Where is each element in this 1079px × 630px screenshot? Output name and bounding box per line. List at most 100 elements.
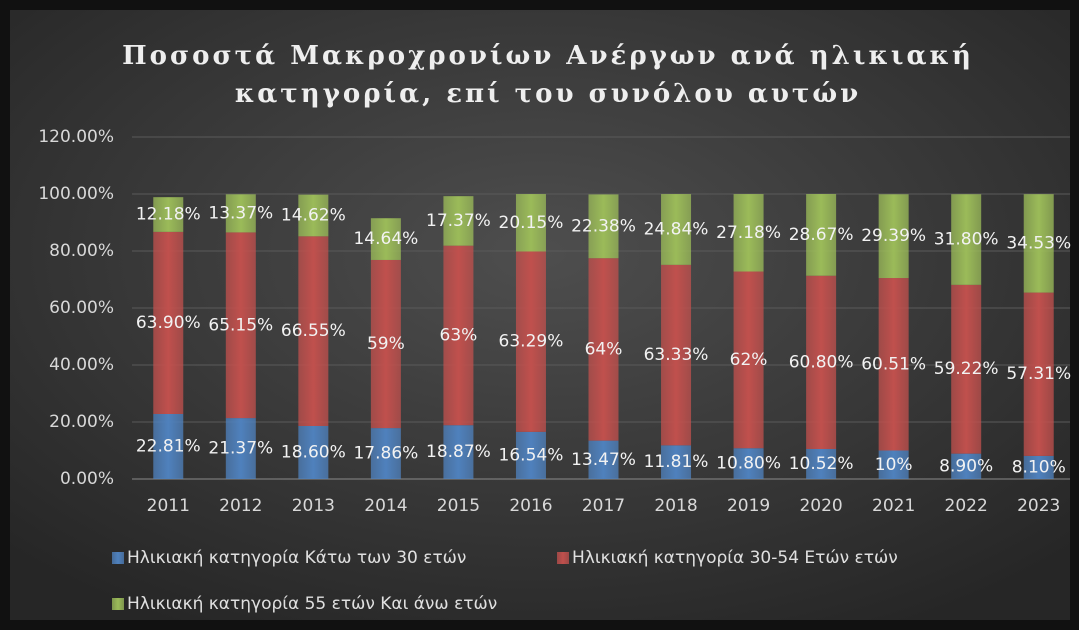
bar-segment — [733, 194, 764, 272]
bar-segment — [951, 453, 982, 479]
data-label: 24.84% — [644, 219, 709, 239]
bar-segment — [588, 258, 619, 441]
data-label: 60.80% — [789, 352, 854, 372]
bar-segment — [153, 197, 184, 232]
bar-segment — [298, 236, 329, 426]
data-label: 18.87% — [426, 442, 491, 462]
x-tick-label: 2023 — [1017, 496, 1060, 516]
bar-segment — [878, 450, 909, 479]
data-label: 65.15% — [208, 315, 273, 335]
data-label: 22.38% — [571, 216, 636, 236]
bar-segment — [733, 271, 764, 449]
y-tick-label: 40.00% — [49, 355, 114, 375]
data-label: 63% — [440, 325, 478, 345]
bar-segment — [588, 194, 619, 259]
bar-segment — [443, 425, 474, 479]
bar-segment — [515, 194, 546, 252]
legend-marker — [112, 598, 124, 610]
data-label: 13.37% — [208, 203, 273, 223]
y-tick-label: 100.00% — [38, 184, 114, 204]
x-tick-label: 2012 — [219, 496, 262, 516]
data-label: 14.62% — [281, 205, 346, 225]
x-tick-label: 2017 — [582, 496, 625, 516]
data-label: 60.51% — [861, 354, 926, 374]
x-tick-label: 2022 — [945, 496, 988, 516]
data-label: 59% — [367, 334, 405, 354]
y-tick-label: 80.00% — [49, 241, 114, 261]
x-tick-label: 2011 — [147, 496, 190, 516]
data-label: 27.18% — [716, 223, 781, 243]
data-label: 59.22% — [934, 359, 999, 379]
legend-label: Ηλικιακή κατηγορία 30-54 Ετών ετών — [572, 548, 898, 568]
data-label: 11.81% — [644, 452, 709, 472]
data-label: 64% — [585, 339, 623, 359]
bar-segment — [153, 231, 184, 414]
legend-marker — [112, 552, 124, 564]
bar-segment — [443, 245, 474, 426]
legend-marker — [557, 552, 569, 564]
bar-segment — [661, 194, 692, 265]
chart-title: Ποσοστά Μακροχρονίων Ανέργων ανά ηλικιακ… — [122, 41, 974, 71]
bar-segment — [225, 232, 256, 419]
bar-segment — [370, 218, 401, 260]
data-label: 62% — [730, 350, 768, 370]
bar-segment — [298, 194, 329, 237]
bar-segment — [225, 194, 256, 233]
data-label: 17.86% — [353, 444, 418, 464]
data-label: 10.80% — [716, 454, 781, 474]
x-tick-label: 2018 — [654, 496, 697, 516]
data-label: 63.29% — [499, 332, 564, 352]
bar-segment — [515, 251, 546, 432]
data-label: 66.55% — [281, 321, 346, 341]
bar-segment — [370, 428, 401, 479]
bar-segment — [806, 275, 837, 450]
y-tick-label: 20.00% — [49, 412, 114, 432]
data-label: 8.90% — [939, 456, 993, 476]
bar-segment — [878, 278, 909, 451]
data-label: 14.64% — [353, 229, 418, 249]
chart-title: κατηγορία, επί του συνόλου αυτών — [235, 79, 861, 109]
bar-segment — [661, 445, 692, 479]
y-tick-label: 0.00% — [60, 469, 114, 489]
x-tick-label: 2016 — [509, 496, 552, 516]
data-label: 18.60% — [281, 442, 346, 462]
bar-segment — [951, 194, 982, 285]
y-tick-label: 120.00% — [38, 127, 114, 147]
x-tick-label: 2013 — [292, 496, 335, 516]
data-label: 57.31% — [1006, 364, 1071, 384]
data-label: 28.67% — [789, 225, 854, 245]
bar-segment — [1023, 292, 1054, 456]
bar-segment — [1023, 455, 1054, 479]
data-label: 20.15% — [499, 213, 564, 233]
bar-segment — [298, 425, 329, 479]
bar-segment — [951, 284, 982, 454]
bar-segment — [1023, 194, 1054, 293]
data-label: 12.18% — [136, 205, 201, 225]
bar-segment — [153, 413, 184, 479]
bar-segment — [806, 194, 837, 276]
data-label: 29.39% — [861, 226, 926, 246]
bar-segment — [878, 194, 909, 279]
bar-segment — [370, 259, 401, 429]
bar-segment — [806, 449, 837, 479]
data-label: 8.10% — [1012, 457, 1066, 477]
data-label: 34.53% — [1006, 233, 1071, 253]
data-label: 21.37% — [208, 439, 273, 459]
x-tick-label: 2014 — [364, 496, 407, 516]
bar-segment — [588, 440, 619, 479]
y-tick-label: 60.00% — [49, 298, 114, 318]
data-label: 10.52% — [789, 454, 854, 474]
x-tick-label: 2020 — [799, 496, 842, 516]
data-label: 22.81% — [136, 436, 201, 456]
data-label: 13.47% — [571, 450, 636, 470]
data-label: 31.80% — [934, 230, 999, 250]
legend-label: Ηλικιακή κατηγορία Κάτω των 30 ετών — [127, 548, 466, 568]
data-label: 17.37% — [426, 211, 491, 231]
bar-segment — [225, 418, 256, 479]
bar-segment — [733, 448, 764, 479]
data-label: 63.33% — [644, 345, 709, 365]
data-label: 10% — [875, 455, 913, 475]
bar-segment — [515, 431, 546, 479]
